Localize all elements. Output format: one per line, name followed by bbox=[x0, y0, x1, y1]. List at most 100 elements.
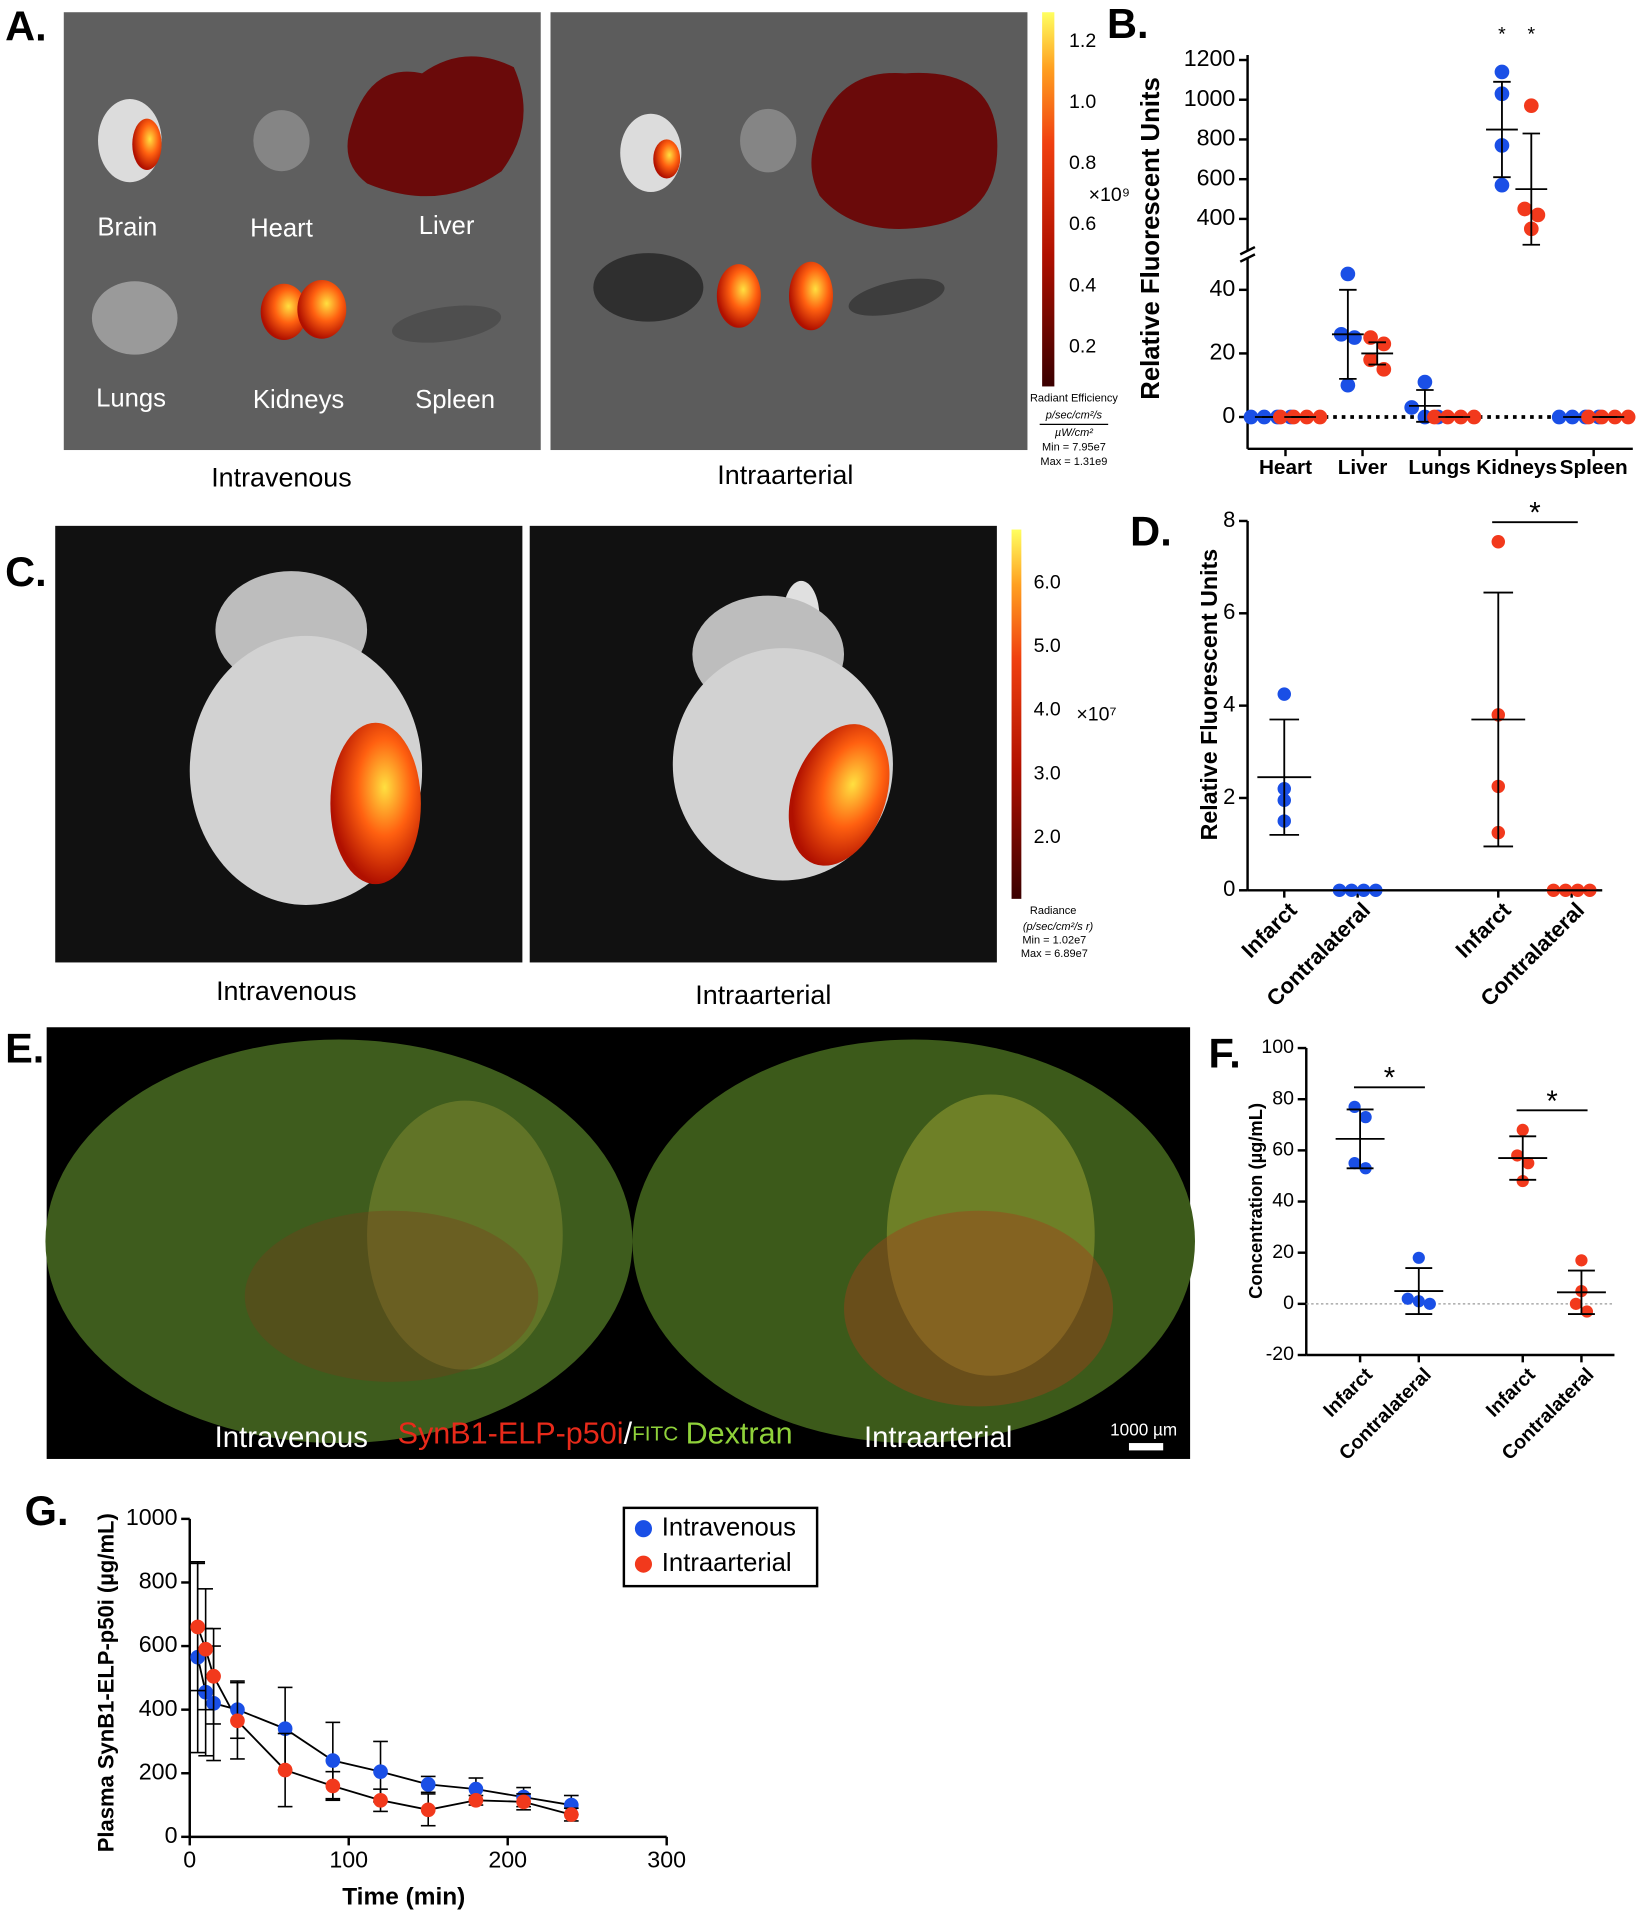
organ bbox=[91, 281, 178, 355]
data-point bbox=[190, 1619, 206, 1635]
stain-green: FITC bbox=[632, 1423, 678, 1446]
brain-section-signal bbox=[367, 1100, 563, 1370]
brain-section-signal bbox=[844, 1210, 1114, 1407]
image-intraarterial bbox=[550, 12, 1028, 451]
colorbar-title: Radiant Efficiency bbox=[1030, 393, 1118, 405]
data-point bbox=[325, 1778, 341, 1794]
y-axis-label: Concentration (µg/mL) bbox=[1245, 1103, 1266, 1299]
data-point bbox=[1423, 1297, 1436, 1310]
y-tick-label: 600 bbox=[139, 1631, 178, 1657]
colorbar-tick-label: 0.6 bbox=[1069, 213, 1096, 235]
data-point bbox=[1522, 1157, 1535, 1170]
organ-signal bbox=[811, 72, 998, 229]
brain-section-signal bbox=[244, 1210, 539, 1382]
y-tick-label: 0 bbox=[165, 1822, 178, 1848]
panel-e-image: Intravenous SynB1-ELP-p50i/FITC Dextran I… bbox=[45, 1027, 1195, 1459]
organ bbox=[848, 278, 945, 316]
legend-marker bbox=[634, 1555, 653, 1573]
x-tick-label: Lungs bbox=[1408, 456, 1470, 479]
data-point bbox=[1312, 409, 1328, 425]
data-point bbox=[1243, 409, 1259, 425]
colorbar-tick-label: 0.8 bbox=[1069, 152, 1096, 174]
panel-label: A. bbox=[5, 2, 47, 49]
data-point bbox=[206, 1668, 221, 1684]
x-tick-label: 0 bbox=[183, 1846, 196, 1872]
organ-signal bbox=[260, 283, 308, 340]
scale-bar-label: 1000 µm bbox=[1110, 1420, 1177, 1439]
colorbar bbox=[1042, 12, 1055, 387]
y-tick-label: 60 bbox=[1272, 1139, 1294, 1161]
y-tick-label: 1000 bbox=[126, 1504, 178, 1530]
x-tick-label: Spleen bbox=[1560, 456, 1628, 479]
data-point bbox=[1363, 352, 1378, 368]
colorbar-tick-label: 1.2 bbox=[1069, 30, 1096, 52]
y-tick-label: 4 bbox=[1223, 691, 1235, 716]
colorbar-unit: (p/sec/cm²/s r) bbox=[1023, 921, 1094, 933]
legend-label: Intraarterial bbox=[662, 1549, 792, 1577]
data-point bbox=[1620, 409, 1636, 425]
y-tick-label: 20 bbox=[1272, 1241, 1294, 1263]
y-tick-label: 100 bbox=[1261, 1036, 1294, 1058]
data-point bbox=[516, 1794, 531, 1810]
organ-signal bbox=[653, 139, 681, 179]
data-point bbox=[1516, 1174, 1529, 1188]
data-point bbox=[1376, 361, 1392, 377]
data-point bbox=[1516, 1123, 1529, 1137]
data-point bbox=[230, 1713, 245, 1729]
data-point bbox=[468, 1781, 484, 1797]
y-tick-label: 8 bbox=[1223, 507, 1235, 532]
panel-c-images: Intravenous Intraarterial ×10⁷ Radiance … bbox=[55, 525, 1117, 1010]
x-tick-label: Infarct bbox=[1450, 897, 1516, 963]
colorbar-unit: µW/cm² bbox=[1055, 427, 1093, 439]
data-point bbox=[1277, 687, 1291, 701]
x-tick-label: 300 bbox=[647, 1846, 686, 1872]
brain-signal bbox=[330, 722, 421, 885]
data-point bbox=[1412, 1251, 1425, 1264]
y-tick-label: 40 bbox=[1210, 275, 1236, 301]
colorbar-tick-label: 0.4 bbox=[1069, 274, 1096, 296]
y-tick-label: 0 bbox=[1223, 876, 1235, 901]
data-point bbox=[563, 1807, 579, 1822]
organ bbox=[593, 253, 704, 322]
organ-label: Spleen bbox=[415, 386, 495, 414]
stain-sep: / bbox=[624, 1417, 633, 1451]
caption: Intraarterial bbox=[695, 980, 831, 1010]
data-point bbox=[1523, 98, 1539, 114]
axis-break bbox=[1239, 245, 1256, 256]
data-point bbox=[1494, 177, 1510, 193]
data-point bbox=[1401, 1292, 1414, 1305]
series-line bbox=[196, 1626, 572, 1816]
data-point bbox=[1491, 535, 1506, 549]
data-point bbox=[1494, 64, 1510, 80]
legend-label: Intravenous bbox=[662, 1513, 796, 1541]
significance-label: * bbox=[1529, 497, 1540, 530]
y-axis-label: Relative Fluorescent Units bbox=[1137, 77, 1165, 399]
organ-signal bbox=[716, 264, 761, 328]
x-tick-label: 200 bbox=[488, 1846, 527, 1872]
panel-label: B. bbox=[1107, 0, 1149, 47]
y-tick-label: 2 bbox=[1223, 784, 1235, 809]
colorbar-tick-label: 6.0 bbox=[1034, 572, 1061, 594]
organ-label: Brain bbox=[97, 213, 157, 241]
panel-label: D. bbox=[1130, 507, 1172, 554]
colorbar-tick-label: 2.0 bbox=[1034, 826, 1061, 848]
organ bbox=[740, 108, 797, 173]
brain-section-signal bbox=[886, 1094, 1095, 1376]
y-tick-label: 400 bbox=[139, 1695, 178, 1721]
y-tick-label: 800 bbox=[139, 1568, 178, 1594]
y-tick-label: 0 bbox=[1283, 1292, 1294, 1314]
colorbar-max: Max = 1.31e9 bbox=[1040, 456, 1107, 468]
panel-label: E. bbox=[5, 1025, 44, 1072]
data-point bbox=[1363, 330, 1378, 345]
data-point bbox=[373, 1792, 388, 1808]
data-point bbox=[1569, 1297, 1583, 1310]
data-point bbox=[1466, 409, 1482, 425]
y-tick-label: 40 bbox=[1272, 1190, 1294, 1212]
colorbar-tick-label: 0.2 bbox=[1069, 335, 1096, 357]
colorbar-title: Radiance bbox=[1030, 905, 1076, 917]
organ-signal bbox=[347, 56, 524, 197]
x-tick-label: Infarct bbox=[1236, 897, 1302, 963]
data-point bbox=[1340, 266, 1356, 282]
